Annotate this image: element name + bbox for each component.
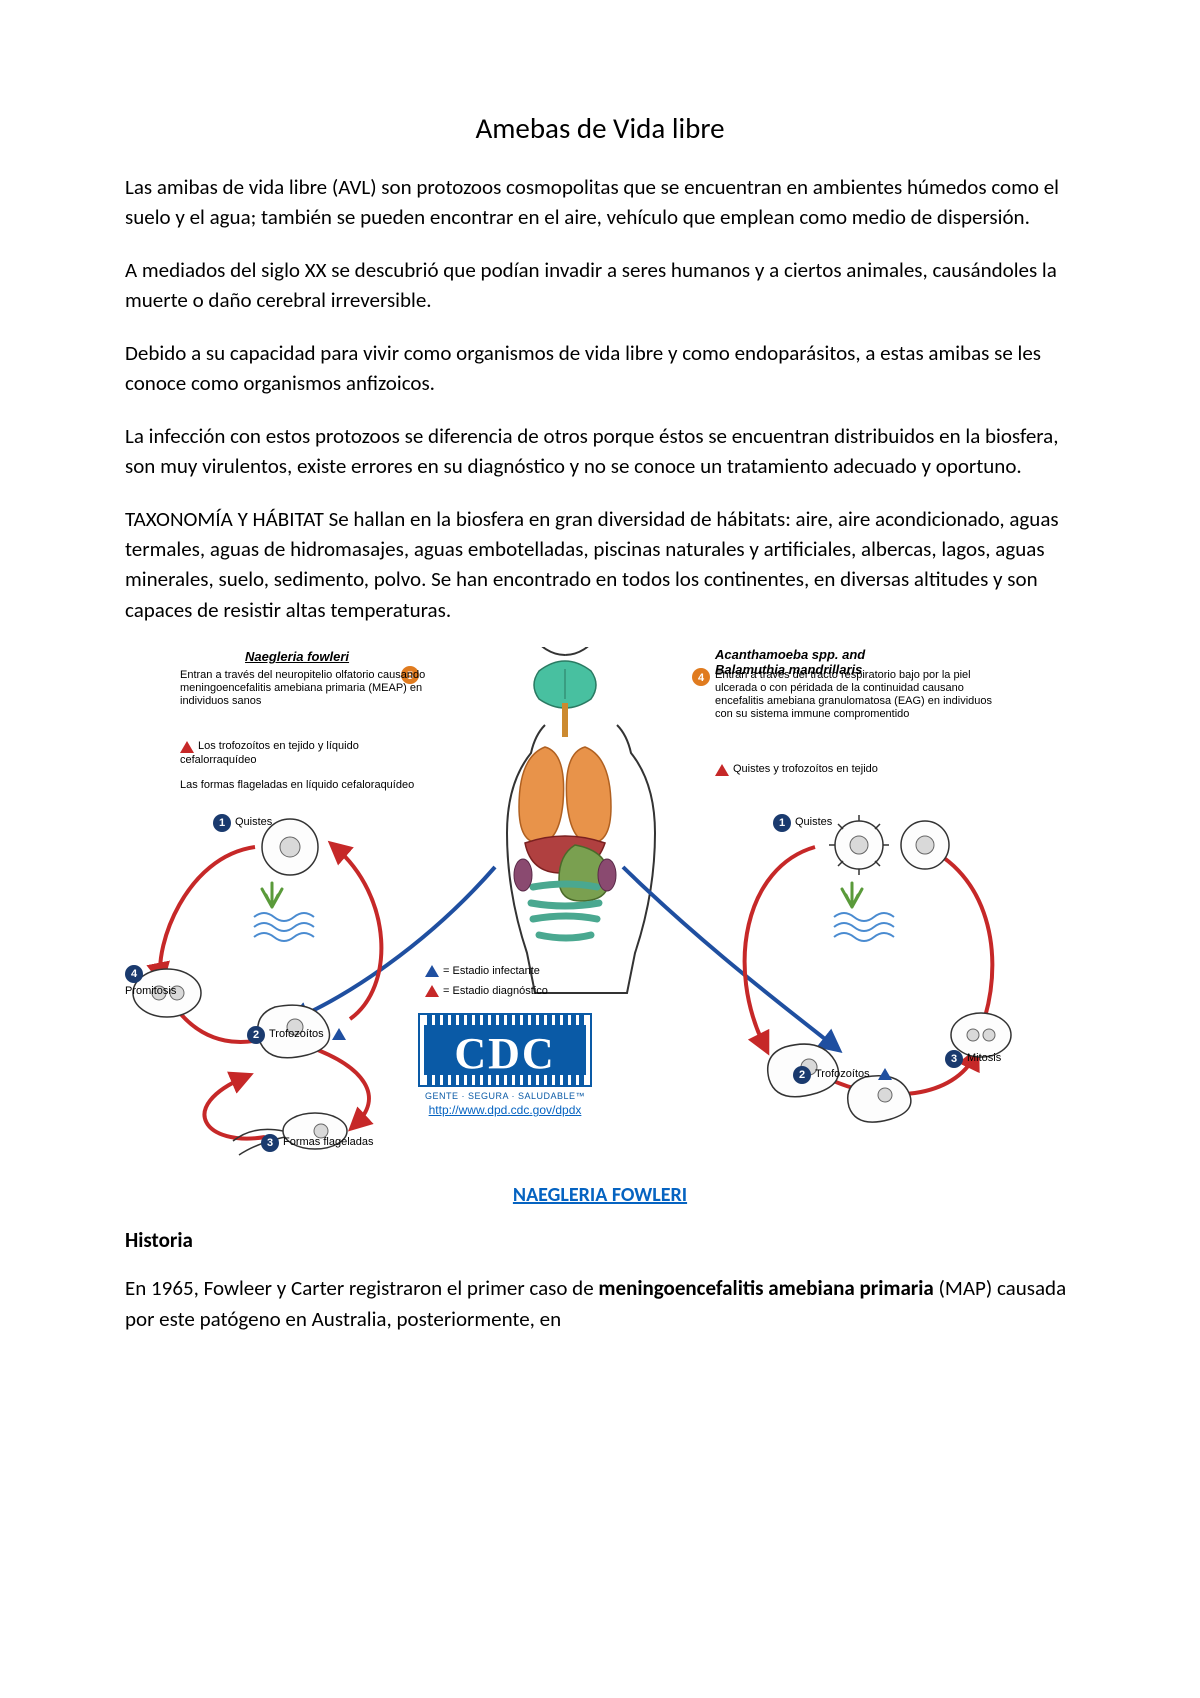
label-quistes-text: Quistes: [795, 816, 832, 828]
diagram-right-title-line1: Acanthamoeba spp. and: [715, 647, 865, 662]
badge-2-icon: 2: [793, 1066, 811, 1084]
triangle-i-icon: [878, 1068, 892, 1080]
label-mitosis-text: Mitosis: [967, 1052, 1001, 1064]
history-paragraph: En 1965, Fowleer y Carter registraron el…: [125, 1273, 1075, 1334]
history-pre: En 1965, Fowleer y Carter registraron el…: [125, 1275, 598, 1301]
svg-text:4: 4: [698, 672, 705, 684]
cdc-block: CDC GENTE · SEGURA · SALUDABLE™ http://w…: [420, 1015, 590, 1117]
label-trofozoitos-right: 2 Trofozoítos: [793, 1065, 896, 1084]
diagram-left-text-3: Las formas flageladas en líquido cefalor…: [180, 779, 430, 792]
diagram-left-title: Naegleria fowleri: [245, 649, 349, 664]
subheading-historia: Historia: [125, 1227, 1075, 1253]
paragraph-4: La infección con estos protozoos se dife…: [125, 421, 1075, 482]
triangle-i-icon: [332, 1028, 346, 1040]
badge-2-icon: 2: [247, 1026, 265, 1044]
diagram-left-text-2: Los trofozoítos en tejido y líquido cefa…: [180, 740, 430, 767]
cdc-url: http://www.dpd.cdc.gov/dpdx: [420, 1103, 590, 1117]
triangle-i-icon: [425, 965, 439, 977]
label-promitosis: 4 Promitosis: [125, 965, 176, 997]
badge-1-icon: 1: [773, 814, 791, 832]
badge-1-icon: 1: [213, 814, 231, 832]
cdc-logo-icon: CDC: [420, 1015, 590, 1085]
triangle-d-icon: [180, 741, 194, 753]
paragraph-5: TAXONOMÍA Y HÁBITAT Se hallan en la bios…: [125, 504, 1075, 626]
label-mitosis: 3 Mitosis: [945, 1049, 1001, 1068]
label-trofozoitos-text: Trofozoítos: [815, 1068, 870, 1080]
label-trofozoitos-left: 2 Trofozoítos: [247, 1025, 350, 1044]
diagram-right-text-1: Entran a través del tracto respiratorio …: [715, 669, 1005, 721]
history-bold: meningoencefalitis amebiana primaria: [598, 1275, 933, 1301]
label-formas-flageladas: 3 Formas flageladas: [261, 1133, 374, 1152]
badge-3-icon: 3: [945, 1050, 963, 1068]
label-trofozoitos-text: Trofozoítos: [269, 1028, 324, 1040]
triangle-d-icon: [425, 985, 439, 997]
section-link-naegleria: NAEGLERIA FOWLERI: [125, 1183, 1075, 1207]
label-promitosis-text: Promitosis: [125, 985, 176, 997]
legend-diagnostico: = Estadio diagnóstico: [443, 985, 548, 997]
badge-3-icon: 3: [261, 1134, 279, 1152]
label-formas-flag-text: Formas flageladas: [283, 1136, 374, 1148]
diagram-left-text-2-label: Los trofozoítos en tejido y líquido cefa…: [180, 740, 359, 765]
lifecycle-diagram: 5 4 Naegleria fowleri Acanthamoeba spp. …: [125, 647, 1035, 1167]
page-title: Amebas de Vida libre: [125, 110, 1075, 146]
cdc-tagline: GENTE · SEGURA · SALUDABLE™: [420, 1091, 590, 1101]
badge-4-icon: 4: [125, 965, 143, 983]
label-quistes-right: 1 Quistes: [773, 813, 832, 832]
diagram-legend: = Estadio infectante = Estadio diagnósti…: [425, 963, 548, 1003]
paragraph-2: A mediados del siglo XX se descubrió que…: [125, 255, 1075, 316]
diagram-left-text-1: Entran a través del neuropitelio olfator…: [180, 669, 430, 708]
legend-infectante: = Estadio infectante: [443, 965, 540, 977]
label-quistes-left: 1 Quistes: [213, 813, 272, 832]
paragraph-3: Debido a su capacidad para vivir como or…: [125, 338, 1075, 399]
diagram-right-text-2: Quistes y trofozoítos en tejido: [715, 763, 965, 776]
paragraph-1: Las amibas de vida libre (AVL) son proto…: [125, 172, 1075, 233]
label-quistes-text: Quistes: [235, 816, 272, 828]
triangle-d-icon: [715, 764, 729, 776]
diagram-right-text-2-label: Quistes y trofozoítos en tejido: [733, 763, 878, 775]
